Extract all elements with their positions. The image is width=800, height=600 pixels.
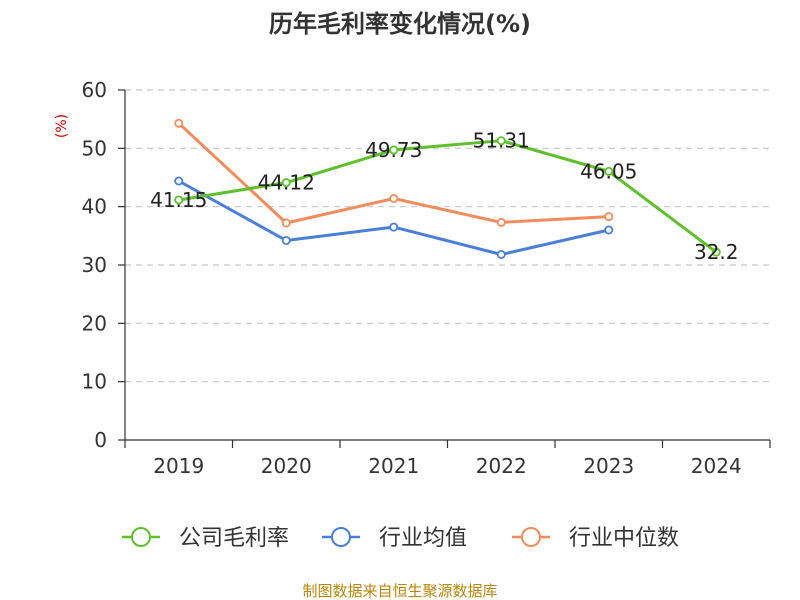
legend-label-0[interactable]: 公司毛利率: [179, 526, 289, 551]
legend-marker-0: [131, 527, 151, 547]
source-note: 制图数据来自恒生聚源数据库: [302, 582, 497, 600]
y-tick-label: 30: [82, 253, 107, 277]
data-point: [174, 176, 184, 186]
data-point: [281, 235, 291, 245]
data-point: [604, 225, 614, 235]
legend-label-1[interactable]: 行业均值: [379, 526, 467, 551]
legend-marker-1: [331, 527, 351, 547]
data-point: [604, 212, 614, 222]
x-tick-label: 2024: [691, 454, 742, 478]
series-line-0: [177, 139, 718, 254]
y-tick-label: 50: [82, 136, 107, 160]
data-point: [711, 247, 721, 257]
chart-title: 历年毛利率变化情况(%): [269, 10, 531, 38]
x-tick-label: 2022: [476, 454, 527, 478]
data-labels: 41.15 44.12 49.73 51.31 46.05 32.2: [150, 129, 738, 264]
gridlines: [125, 89, 770, 383]
data-point: [281, 218, 291, 228]
data-point: [389, 222, 399, 232]
data-point: [174, 118, 184, 128]
x-tick-label: 2019: [153, 454, 204, 478]
x-tick-label: 2023: [583, 454, 634, 478]
x-tick-label: 2020: [261, 454, 312, 478]
axes: 0 10 20 30 40 50 60 2019 2020 2021 2022 2023 2024: [82, 78, 771, 478]
data-point: [281, 178, 291, 188]
y-tick-label: 10: [82, 370, 107, 394]
data-point: [604, 166, 614, 176]
series-lines: [174, 118, 721, 259]
y-tick-label: 60: [82, 78, 107, 102]
data-point: [496, 136, 506, 146]
data-label: 32.2: [694, 240, 739, 264]
data-point: [174, 195, 184, 205]
series-line-1: [177, 179, 611, 256]
y-tick-label: 0: [94, 428, 107, 452]
data-label: 46.05: [580, 159, 637, 183]
data-point: [496, 217, 506, 227]
y-tick-label: 40: [82, 195, 107, 219]
data-label: 44.12: [258, 171, 315, 195]
data-point: [389, 193, 399, 203]
data-label: 41.15: [150, 188, 207, 212]
data-label: 49.73: [365, 138, 422, 162]
y-tick-label: 20: [82, 311, 107, 335]
legend[interactable]: 公司毛利率 行业均值 行业中位数: [122, 526, 679, 551]
data-point: [496, 249, 506, 259]
data-point: [389, 145, 399, 155]
data-label: 51.31: [473, 129, 530, 153]
legend-label-2[interactable]: 行业中位数: [569, 526, 679, 551]
y-axis-unit: (%): [54, 114, 70, 138]
legend-marker-2: [521, 527, 541, 547]
x-tick-label: 2021: [368, 454, 419, 478]
